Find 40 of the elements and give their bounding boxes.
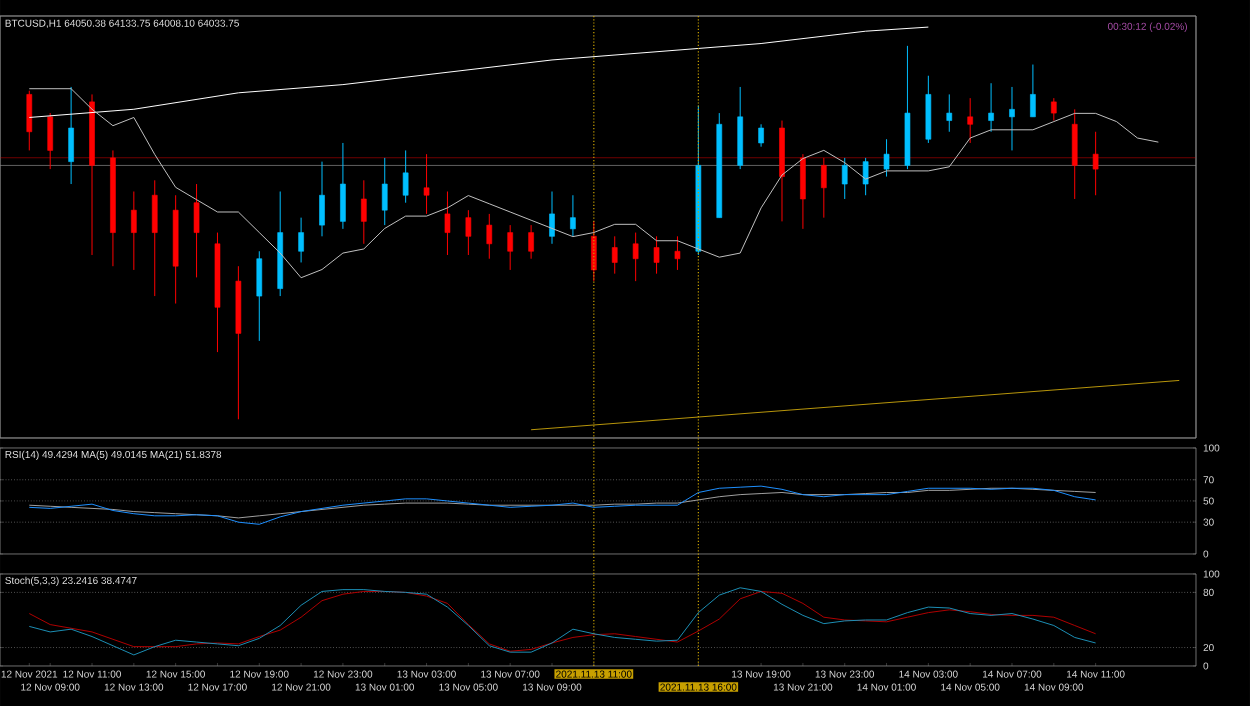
candlestick [1030, 64, 1036, 118]
candlestick [611, 235, 618, 275]
candlestick [298, 217, 304, 263]
candlestick [423, 153, 430, 215]
candlestick [47, 112, 54, 170]
candlestick [1051, 97, 1057, 122]
candlestick [68, 86, 74, 185]
candlestick [570, 194, 576, 237]
candlestick [841, 157, 848, 200]
candlestick [1092, 131, 1099, 196]
candlestick [800, 153, 806, 230]
candlestick [26, 90, 33, 151]
candlestick [883, 138, 890, 178]
candlestick [507, 224, 513, 271]
candlestick [151, 179, 158, 297]
candlestick [967, 97, 973, 144]
candlestick [465, 209, 472, 256]
candlestick [653, 235, 660, 275]
candlestick [549, 191, 555, 245]
candlestick [1071, 108, 1078, 200]
candlestick [402, 149, 409, 204]
candlestick [256, 250, 263, 342]
candlestick [946, 93, 953, 133]
candlestick [925, 75, 932, 144]
candlestick [821, 157, 827, 219]
candlestick [486, 213, 493, 260]
candlestick [361, 179, 367, 245]
candlestick [319, 161, 325, 237]
candlestick [988, 82, 994, 133]
candlestick [674, 235, 681, 271]
candlestick [862, 157, 869, 196]
candlestick [528, 224, 534, 260]
candlestick [444, 191, 451, 256]
candlestick [632, 232, 639, 282]
candlestick [193, 183, 200, 278]
candlestick [1009, 86, 1015, 151]
candlestick [340, 142, 346, 230]
candlestick [758, 123, 764, 148]
candlestick [131, 191, 137, 271]
candlestick [381, 157, 388, 226]
